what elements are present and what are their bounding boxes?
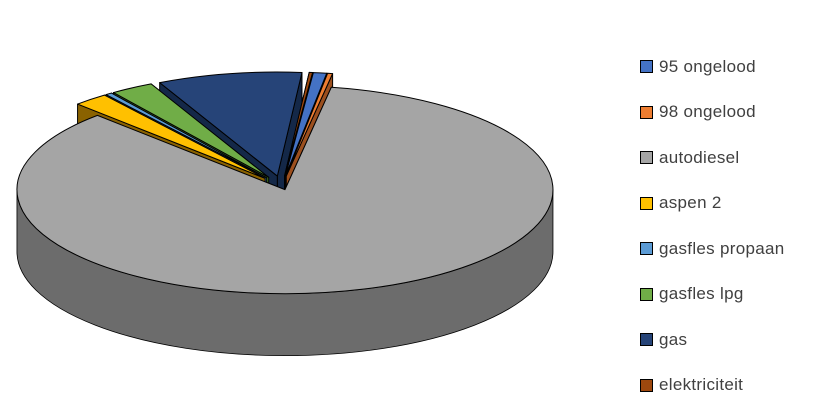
legend-label: gasfles lpg xyxy=(659,284,744,304)
legend-label: 98 ongelood xyxy=(659,102,756,122)
legend: 95 ongelood 98 ongelood autodiesel aspen 2 g… xyxy=(640,44,815,408)
legend-item: 95 ongelood xyxy=(640,44,815,90)
legend-label: autodiesel xyxy=(659,148,740,168)
legend-swatch xyxy=(640,288,653,301)
pie-chart xyxy=(0,0,600,394)
legend-label: gas xyxy=(659,330,687,350)
legend-item: gas xyxy=(640,317,815,363)
legend-item: aspen 2 xyxy=(640,181,815,227)
legend-swatch xyxy=(640,242,653,255)
legend-item: gasfles propaan xyxy=(640,226,815,272)
legend-swatch xyxy=(640,151,653,164)
legend-swatch xyxy=(640,106,653,119)
legend-label: elektriciteit xyxy=(659,375,743,395)
legend-swatch xyxy=(640,379,653,392)
legend-item: autodiesel xyxy=(640,135,815,181)
legend-item: gasfles lpg xyxy=(640,272,815,318)
legend-swatch xyxy=(640,60,653,73)
legend-item: 98 ongelood xyxy=(640,90,815,136)
legend-swatch xyxy=(640,333,653,346)
legend-item: elektriciteit xyxy=(640,363,815,408)
legend-label: 95 ongelood xyxy=(659,57,756,77)
legend-label: aspen 2 xyxy=(659,193,722,213)
legend-label: gasfles propaan xyxy=(659,239,784,259)
legend-swatch xyxy=(640,197,653,210)
